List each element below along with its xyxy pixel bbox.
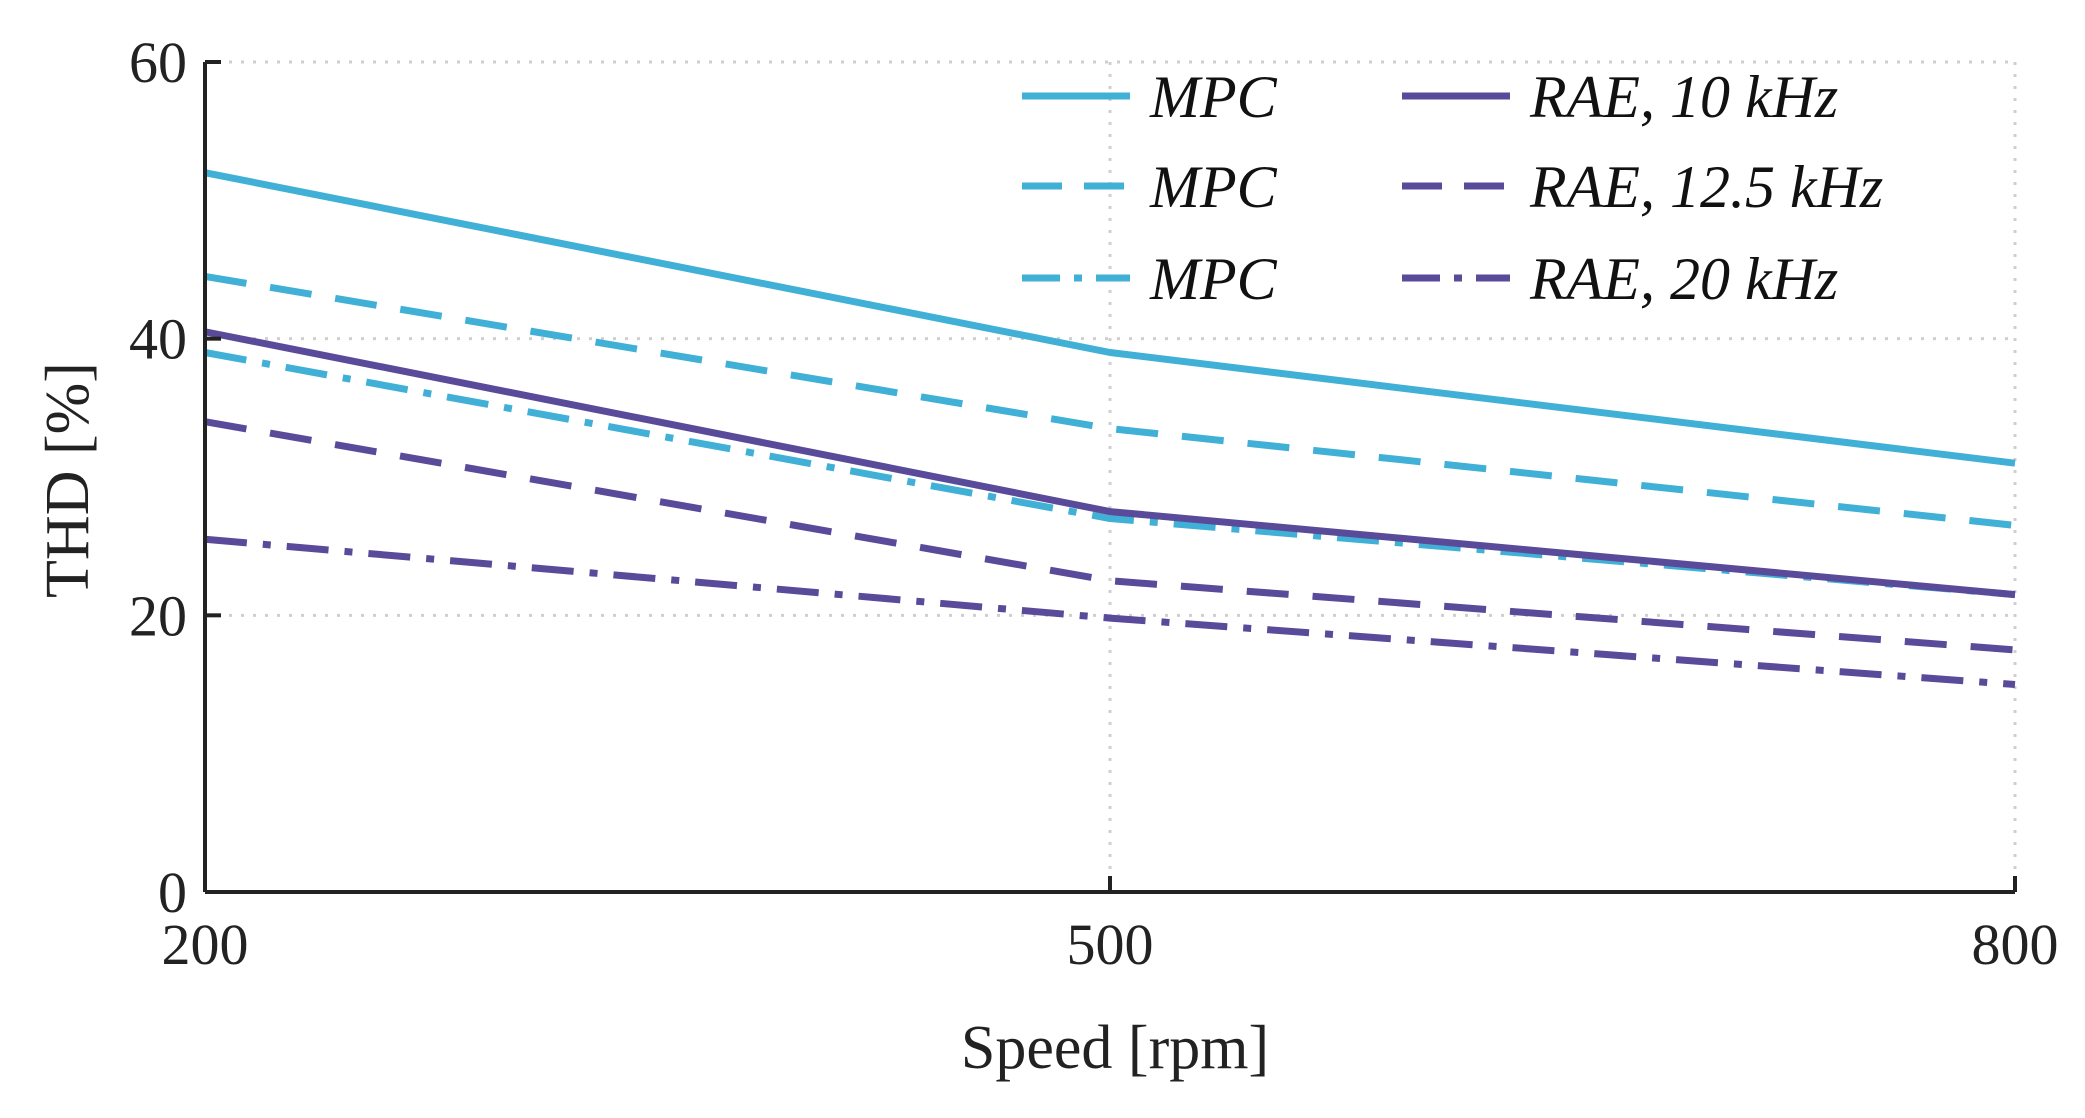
legend: MPC MPC MPC RAE, 10 kHz RAE, 12.5 kHz RAE, 20… bbox=[1022, 64, 1883, 312]
series-line-2 bbox=[204, 272, 2016, 529]
x-tick-label: 200 bbox=[162, 912, 249, 977]
series-line-5 bbox=[204, 418, 2016, 654]
legend-label-2: MPC bbox=[1149, 154, 1278, 220]
x-tick-label: 500 bbox=[1067, 912, 1154, 977]
x-axis-title: Speed [rpm] bbox=[961, 1014, 1269, 1082]
series-line-6 bbox=[204, 535, 2016, 688]
legend-label-1: MPC bbox=[1149, 64, 1278, 130]
y-axis-title: THD [%] bbox=[34, 362, 102, 598]
series-line-4 bbox=[204, 328, 2016, 599]
legend-label-3: MPC bbox=[1149, 246, 1278, 312]
series-line-3 bbox=[204, 349, 2016, 599]
y-tick-label: 20 bbox=[129, 583, 187, 648]
series-lines bbox=[204, 169, 2016, 688]
x-tick-label: 800 bbox=[1972, 912, 2059, 977]
y-tick-label: 0 bbox=[158, 860, 187, 925]
axes bbox=[203, 60, 2017, 894]
legend-label-4: RAE, 10 kHz bbox=[1529, 64, 1838, 130]
series-line-1 bbox=[204, 169, 2016, 467]
y-tick-label: 40 bbox=[129, 307, 187, 372]
tick-labels: 0 20 40 60 200 500 800 bbox=[129, 30, 2059, 977]
legend-label-6: RAE, 20 kHz bbox=[1529, 246, 1838, 312]
legend-label-5: RAE, 12.5 kHz bbox=[1529, 154, 1883, 220]
grid bbox=[205, 60, 2017, 892]
y-tick-label: 60 bbox=[129, 30, 187, 95]
